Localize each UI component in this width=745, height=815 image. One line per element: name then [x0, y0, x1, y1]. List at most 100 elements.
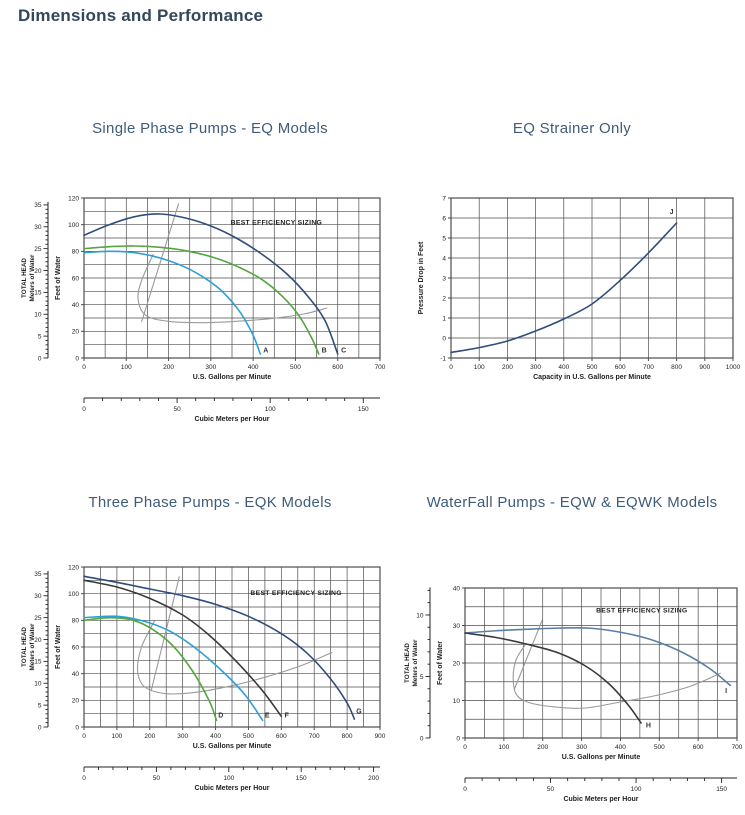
svg-text:0: 0 [75, 724, 79, 731]
svg-text:D: D [218, 713, 223, 720]
svg-text:Meters of Water: Meters of Water [29, 254, 36, 302]
svg-text:600: 600 [692, 744, 703, 751]
chart-title-three-phase-eqk: Three Phase Pumps - EQK Models [88, 494, 332, 511]
svg-text:30: 30 [34, 224, 42, 231]
svg-text:900: 900 [699, 364, 710, 371]
svg-text:900: 900 [375, 733, 386, 740]
svg-text:5: 5 [419, 674, 423, 681]
svg-text:600: 600 [332, 364, 343, 371]
svg-text:6: 6 [442, 215, 446, 222]
svg-text:G: G [356, 709, 362, 716]
svg-text:C: C [341, 348, 346, 355]
svg-text:800: 800 [342, 733, 353, 740]
svg-text:0: 0 [75, 355, 79, 362]
svg-text:I: I [725, 688, 727, 695]
svg-text:5: 5 [38, 702, 42, 709]
svg-text:20: 20 [72, 698, 80, 705]
svg-text:7: 7 [442, 195, 446, 202]
svg-text:200: 200 [537, 744, 548, 751]
svg-text:Feet of Water: Feet of Water [55, 625, 62, 669]
svg-text:30: 30 [34, 593, 42, 600]
svg-text:Feet of Water: Feet of Water [55, 256, 62, 300]
svg-text:0: 0 [82, 406, 86, 413]
svg-text:15: 15 [34, 290, 42, 297]
svg-text:500: 500 [653, 744, 664, 751]
svg-text:50: 50 [153, 775, 161, 782]
svg-text:0: 0 [419, 735, 423, 742]
svg-text:Meters of Water: Meters of Water [412, 639, 419, 687]
svg-text:300: 300 [205, 364, 216, 371]
svg-text:F: F [284, 713, 289, 720]
svg-text:120: 120 [68, 564, 79, 571]
svg-text:35: 35 [34, 571, 42, 578]
svg-text:0: 0 [82, 775, 86, 782]
svg-text:40: 40 [72, 302, 80, 309]
svg-text:80: 80 [72, 249, 80, 256]
svg-text:150: 150 [358, 406, 369, 413]
svg-text:20: 20 [34, 268, 42, 275]
svg-text:Cubic Meters per Hour: Cubic Meters per Hour [194, 785, 269, 792]
svg-text:15: 15 [34, 659, 42, 666]
svg-text:150: 150 [296, 775, 307, 782]
svg-text:Cubic Meters per Hour: Cubic Meters per Hour [194, 416, 269, 423]
svg-text:35: 35 [34, 202, 42, 209]
page-title: Dimensions and Performance [18, 6, 264, 25]
svg-text:0: 0 [38, 355, 42, 362]
svg-text:4: 4 [442, 255, 446, 262]
svg-text:H: H [645, 723, 650, 730]
svg-text:1: 1 [442, 315, 446, 322]
svg-text:500: 500 [586, 364, 597, 371]
svg-text:700: 700 [731, 744, 742, 751]
svg-text:600: 600 [614, 364, 625, 371]
svg-text:20: 20 [72, 329, 80, 336]
svg-text:5: 5 [38, 333, 42, 340]
svg-text:BEST EFFICIENCY SIZING: BEST EFFICIENCY SIZING [231, 220, 322, 227]
svg-text:150: 150 [716, 786, 727, 793]
chart-title-eq-strainer: EQ Strainer Only [512, 120, 632, 137]
svg-text:100: 100 [223, 775, 234, 782]
svg-text:100: 100 [473, 364, 484, 371]
svg-text:Feet of Water: Feet of Water [437, 641, 444, 685]
svg-text:400: 400 [558, 364, 569, 371]
svg-text:0: 0 [82, 733, 86, 740]
chart-waterfall-eqw: WaterFall Pumps - EQW & EQWK Models I H BE… [402, 494, 743, 815]
svg-text:100: 100 [265, 406, 276, 413]
chart-eq-strainer: EQ Strainer Only J 0 100 200 300 400 500 600 700… [402, 120, 742, 393]
svg-text:300: 300 [576, 744, 587, 751]
svg-text:-1: -1 [440, 355, 446, 362]
svg-text:2: 2 [442, 295, 446, 302]
chart-title-waterfall-eqw: WaterFall Pumps - EQW & EQWK Models [426, 494, 718, 511]
svg-text:20: 20 [452, 660, 460, 667]
svg-text:1000: 1000 [725, 364, 740, 371]
svg-text:TOTAL HEAD: TOTAL HEAD [21, 258, 28, 298]
svg-text:25: 25 [34, 246, 42, 253]
svg-text:TOTAL HEAD: TOTAL HEAD [21, 627, 28, 667]
svg-text:600: 600 [276, 733, 287, 740]
svg-text:0: 0 [38, 724, 42, 731]
svg-text:Meters of Water: Meters of Water [29, 623, 36, 671]
svg-text:5: 5 [442, 235, 446, 242]
svg-text:0: 0 [456, 735, 460, 742]
svg-text:60: 60 [72, 275, 80, 282]
svg-text:200: 200 [163, 364, 174, 371]
svg-text:100: 100 [498, 744, 509, 751]
svg-text:100: 100 [630, 786, 641, 793]
svg-text:400: 400 [210, 733, 221, 740]
svg-text:200: 200 [144, 733, 155, 740]
svg-text:U.S. Gallons per Minute: U.S. Gallons per Minute [561, 754, 640, 761]
svg-text:200: 200 [368, 775, 379, 782]
svg-text:20: 20 [34, 637, 42, 644]
svg-text:10: 10 [34, 681, 42, 688]
chart-single-phase-eq: Single Phase Pumps - EQ Models C B A BEST E… [20, 120, 400, 435]
svg-text:B: B [322, 348, 327, 355]
svg-text:400: 400 [614, 744, 625, 751]
svg-text:500: 500 [243, 733, 254, 740]
svg-text:0: 0 [82, 364, 86, 371]
svg-text:30: 30 [452, 623, 460, 630]
svg-text:80: 80 [72, 618, 80, 625]
svg-text:400: 400 [248, 364, 259, 371]
svg-text:500: 500 [290, 364, 301, 371]
